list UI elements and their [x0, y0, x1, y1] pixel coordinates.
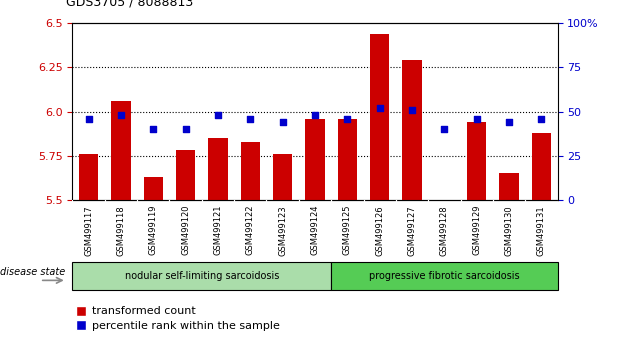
Text: GSM499118: GSM499118	[117, 205, 125, 256]
Text: GSM499129: GSM499129	[472, 205, 481, 256]
Text: GSM499125: GSM499125	[343, 205, 352, 256]
Text: GSM499119: GSM499119	[149, 205, 158, 256]
Bar	[176, 150, 195, 200]
Point	[407, 107, 417, 113]
Text: GSM499124: GSM499124	[311, 205, 319, 256]
Bar	[79, 154, 98, 200]
Bar	[338, 119, 357, 200]
Point	[116, 112, 126, 118]
Bar	[144, 177, 163, 200]
Bar	[209, 138, 227, 200]
Point	[536, 116, 546, 121]
Text: nodular self-limiting sarcoidosis: nodular self-limiting sarcoidosis	[125, 271, 279, 281]
Point	[439, 126, 449, 132]
Bar	[306, 119, 324, 200]
Text: GSM499131: GSM499131	[537, 205, 546, 256]
Text: GSM499123: GSM499123	[278, 205, 287, 256]
Point	[310, 112, 320, 118]
Point	[84, 116, 94, 121]
Text: GSM499126: GSM499126	[375, 205, 384, 256]
Text: disease state: disease state	[0, 267, 66, 277]
Point	[375, 105, 385, 111]
Point	[213, 112, 223, 118]
Bar	[112, 101, 130, 200]
Text: GDS3705 / 8088813: GDS3705 / 8088813	[66, 0, 193, 9]
Text: GSM499122: GSM499122	[246, 205, 255, 256]
Bar	[331, 262, 558, 290]
Bar	[72, 262, 331, 290]
Text: GSM499120: GSM499120	[181, 205, 190, 256]
Bar	[273, 154, 292, 200]
Point	[181, 126, 191, 132]
Bar	[241, 142, 260, 200]
Bar	[467, 122, 486, 200]
Text: GSM499128: GSM499128	[440, 205, 449, 256]
Point	[148, 126, 158, 132]
Bar	[403, 60, 421, 200]
Text: GSM499121: GSM499121	[214, 205, 222, 256]
Point	[245, 116, 255, 121]
Point	[278, 119, 288, 125]
Legend: transformed count, percentile rank within the sample: transformed count, percentile rank withi…	[76, 307, 280, 331]
Point	[504, 119, 514, 125]
Bar	[370, 34, 389, 200]
Text: GSM499117: GSM499117	[84, 205, 93, 256]
Point	[342, 116, 352, 121]
Text: GSM499127: GSM499127	[408, 205, 416, 256]
Text: GSM499130: GSM499130	[505, 205, 513, 256]
Bar	[532, 133, 551, 200]
Bar	[500, 173, 518, 200]
Text: progressive fibrotic sarcoidosis: progressive fibrotic sarcoidosis	[369, 271, 520, 281]
Point	[472, 116, 482, 121]
